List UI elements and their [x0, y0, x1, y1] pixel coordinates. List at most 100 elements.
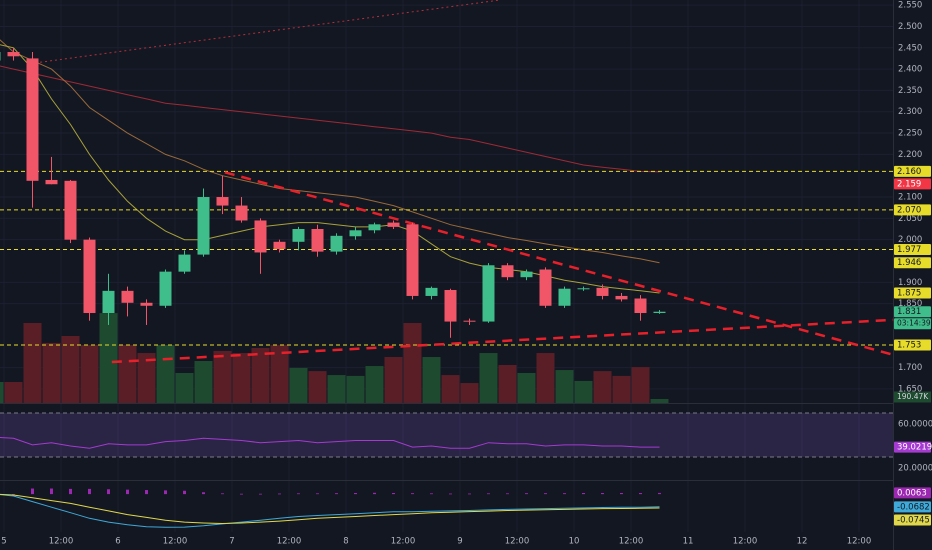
rsi-tick-label: 60.0000: [898, 419, 932, 429]
last-price-label: 1.831: [897, 307, 921, 317]
macd-histogram-bar: [619, 492, 623, 495]
macd-histogram-bar: [372, 492, 376, 495]
candle-body: [121, 290, 134, 303]
volume-bar: [517, 372, 536, 403]
volume-bar: [156, 345, 175, 403]
candle-body: [254, 220, 267, 253]
macd-histogram-bar: [258, 493, 262, 495]
candle-body: [520, 271, 533, 278]
trendline: [224, 171, 894, 357]
candle-body: [425, 287, 438, 296]
x-tick-label: 10: [569, 537, 580, 547]
candle-body: [235, 205, 248, 221]
rsi-line: [0, 437, 660, 449]
macd-histogram-bar: [296, 493, 300, 495]
candle-body: [596, 287, 609, 296]
macd-last-label: 0.0063: [897, 488, 927, 498]
candle-body: [26, 58, 39, 181]
volume-bar: [327, 375, 346, 403]
ma-last-label: 2.159: [897, 179, 921, 189]
candle-body: [539, 269, 552, 306]
volume-bar: [384, 357, 403, 403]
volume-bar: [612, 375, 631, 403]
y-tick-label: 1.650: [898, 384, 922, 394]
candle-body: [349, 230, 362, 237]
volume-bar: [137, 353, 156, 403]
y-tick-label: 1.850: [898, 299, 922, 309]
level-label-bg: [894, 165, 931, 177]
volume-label-bg: [894, 391, 931, 403]
volume-bar: [61, 336, 80, 403]
volume-bar: [479, 353, 498, 403]
y-tick-label: 2.500: [898, 22, 922, 32]
candle-body: [330, 235, 343, 252]
x-tick-label: 12: [797, 537, 808, 547]
macd-histogram-bar: [448, 493, 452, 495]
macd-histogram-bar: [144, 490, 148, 495]
candle-body: [83, 239, 96, 314]
macd-histogram-bar: [201, 492, 205, 495]
y-tick-label: 2.450: [898, 43, 922, 53]
volume-bar: [118, 345, 137, 403]
y-tick-label: 1.900: [898, 278, 922, 288]
x-tick-label: 11: [683, 537, 694, 547]
moving-average: [0, 39, 660, 264]
volume-bar: [194, 360, 213, 403]
candle-body: [463, 320, 476, 322]
volume-bar: [289, 367, 308, 403]
candle-body: [159, 271, 172, 306]
candle-body: [387, 222, 400, 227]
volume-bar: [631, 367, 650, 403]
macd-last-label-bg: [894, 501, 931, 513]
macd-histogram-bar: [334, 493, 338, 495]
x-tick-label: 12:00: [163, 537, 188, 547]
rsi-last-label-bg: [894, 441, 931, 453]
macd-histogram-bar: [638, 492, 642, 495]
candle-body: [406, 224, 419, 296]
volume-bar: [175, 372, 194, 403]
volume-bar: [99, 313, 118, 403]
y-tick-label: 2.000: [898, 235, 922, 245]
candle-body: [140, 302, 153, 306]
y-tick-label: 2.350: [898, 86, 922, 96]
macd-histogram-bar: [391, 492, 395, 495]
volume-bar: [460, 383, 479, 403]
rsi-band: [0, 412, 893, 457]
macd-histogram-bar: [600, 492, 604, 495]
macd-histogram-bar: [486, 493, 490, 495]
candle-body: [368, 224, 381, 231]
volume-bar: [232, 353, 251, 403]
y-tick-label: 2.300: [898, 107, 922, 117]
macd-histogram-bar: [657, 492, 661, 495]
candle-body: [216, 197, 229, 206]
macd-histogram-bar: [277, 493, 281, 495]
candle-body: [577, 288, 590, 290]
volume-bar: [498, 364, 517, 403]
countdown: 03:14:39: [897, 319, 931, 328]
macd-histogram-bar: [49, 488, 53, 495]
level-label-bg: [894, 339, 931, 351]
macd-histogram-bar: [429, 493, 433, 495]
candle-body: [178, 254, 191, 272]
ma-last-label: 1.946: [897, 258, 921, 268]
x-tick-label: 12:00: [391, 537, 416, 547]
macd-histogram-bar: [505, 493, 509, 495]
candle-body: [64, 180, 77, 240]
macd-histogram-bar: [68, 488, 72, 495]
macd-histogram-bar: [410, 493, 414, 495]
volume-bar: [251, 347, 270, 403]
x-tick-label: 12:00: [505, 537, 530, 547]
volume-last-label: 190.47K: [897, 392, 929, 401]
volume-bar: [650, 399, 669, 403]
trendline: [111, 318, 894, 364]
macd-histogram-bar: [239, 493, 243, 495]
trendline: [40, 0, 500, 63]
candle-body: [653, 311, 666, 314]
macd-histogram-bar: [524, 493, 528, 495]
level-label: 2.160: [897, 167, 921, 177]
volume-bar: [403, 322, 422, 403]
volume-bar: [422, 357, 441, 403]
rsi-tick-label: 20.0000: [898, 463, 932, 473]
macd-histogram-bar: [581, 492, 585, 495]
